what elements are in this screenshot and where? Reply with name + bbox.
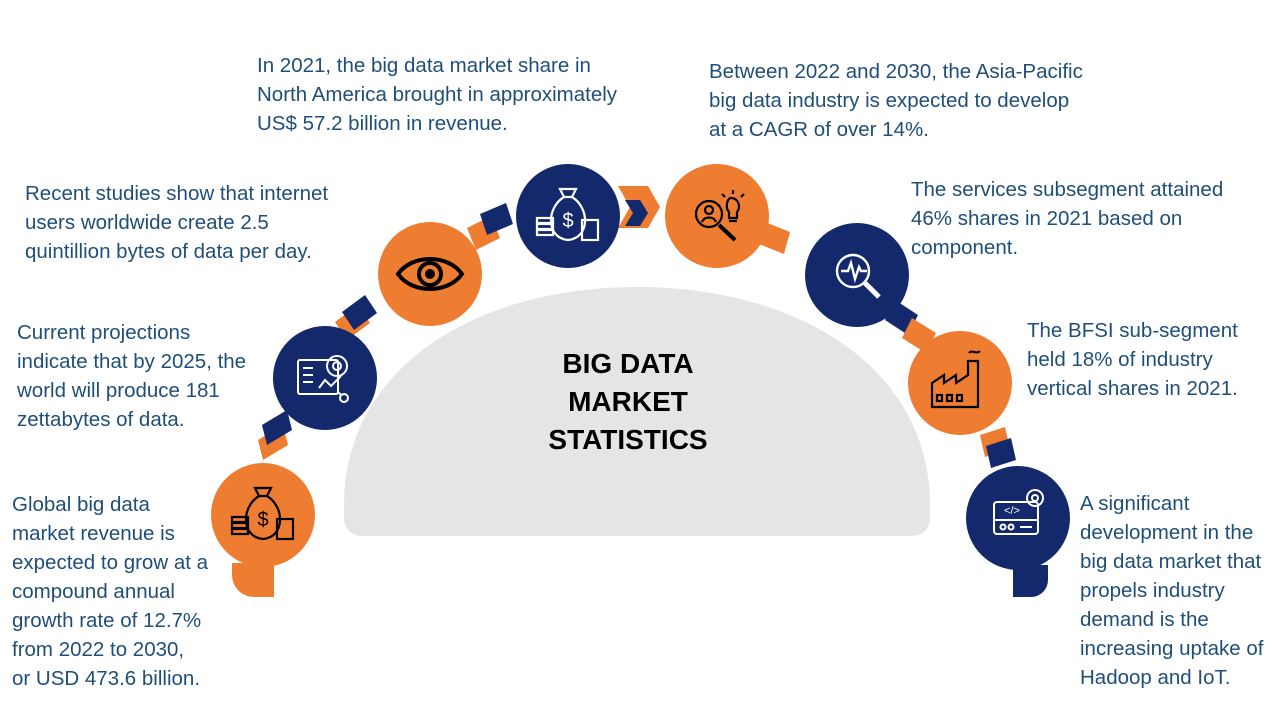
stat-text-revenue-growth: Global big data market revenue is expect…: [12, 490, 208, 693]
stat-line: at a CAGR of over 14%.: [709, 118, 929, 141]
left-end-cap: [232, 563, 274, 597]
node-circle-hadoop: [966, 466, 1070, 570]
stat-line: quintillion bytes of data per day.: [25, 240, 312, 263]
stat-line: big data market that: [1080, 550, 1262, 573]
stat-line: US$ 57.2 billion in revenue.: [257, 112, 508, 135]
stat-line: In 2021, the big data market share in: [257, 54, 591, 77]
chevron-8: [625, 200, 648, 226]
stat-text-hadoop: A significant development in the big dat…: [1080, 489, 1263, 692]
stat-line: The BFSI sub-segment: [1027, 319, 1238, 342]
stat-line: from 2022 to 2030,: [12, 638, 185, 661]
center-dome: [344, 287, 930, 536]
stat-line: Hadoop and IoT.: [1080, 666, 1231, 689]
center-title-line: BIG DATA: [562, 348, 694, 379]
connectors: [258, 186, 1016, 468]
right-end-cap: [1013, 565, 1048, 597]
chevron-13: [986, 438, 1016, 468]
magnifier-pulse-icon: [835, 253, 881, 299]
stat-line: 46% shares in 2021 based on: [911, 207, 1183, 230]
stat-line: compound annual: [12, 580, 175, 603]
node-circle-north-america: [516, 164, 620, 268]
eye-icon: [395, 257, 465, 291]
stat-line: development in the: [1080, 521, 1254, 544]
stat-text-services: The services subsegment attained 46% sha…: [911, 175, 1223, 262]
node-circle-asia-pacific: [665, 164, 769, 268]
stat-line: Recent studies show that internet: [25, 182, 329, 205]
money-bag-icon: $: [230, 486, 295, 541]
stat-line: demand is the: [1080, 608, 1209, 631]
center-title-line: MARKET: [568, 386, 688, 417]
stat-line: A significant: [1080, 492, 1190, 515]
coding-settings-icon: </>: [993, 489, 1044, 535]
money-bag-icon: $: [535, 187, 600, 242]
stat-line: North America brought in approximately: [257, 83, 618, 106]
stat-line: Current projections: [17, 321, 191, 344]
stat-line: big data industry is expected to develop: [709, 89, 1070, 112]
stat-text-quintillion: Recent studies show that internet users …: [25, 179, 328, 266]
node-circle-revenue-growth: [211, 463, 315, 567]
stat-line: expected to grow at a: [12, 551, 209, 574]
stat-line: held 18% of industry: [1027, 348, 1213, 371]
stat-line: indicate that by 2025, the: [17, 350, 247, 373]
stat-line: market revenue is: [12, 522, 175, 545]
stat-line: users worldwide create 2.5: [25, 211, 269, 234]
stat-text-bfsi: The BFSI sub-segment held 18% of industr…: [1027, 316, 1238, 403]
center-title-line: STATISTICS: [548, 424, 708, 455]
chevron-6: [480, 203, 513, 235]
stat-line: Between 2022 and 2030, the Asia-Pacific: [709, 60, 1083, 83]
stat-line: The services subsegment attained: [911, 178, 1224, 201]
stat-line: vertical shares in 2021.: [1027, 377, 1238, 400]
svg-text:$: $: [562, 210, 573, 232]
stat-line: zettabytes of data.: [17, 408, 185, 431]
stat-line: component.: [911, 236, 1019, 259]
stat-line: propels industry: [1080, 579, 1225, 602]
svg-text:</>: </>: [1004, 505, 1020, 517]
stat-line: or USD 473.6 billion.: [12, 667, 201, 690]
stat-line: growth rate of 12.7%: [12, 609, 202, 632]
center-title: BIG DATA MARKET STATISTICS: [478, 345, 778, 459]
svg-text:$: $: [257, 509, 268, 531]
chevron-2: [262, 410, 292, 445]
node-circle-zettabytes: [273, 326, 377, 430]
analytics-dashboard-icon: [297, 355, 349, 403]
node-circle-bfsi: [908, 331, 1012, 435]
stat-text-zettabytes: Current projections indicate that by 202…: [17, 318, 246, 434]
research-idea-icon: [694, 190, 745, 242]
factory-icon: [930, 350, 981, 409]
stat-text-asia-pacific: Between 2022 and 2030, the Asia-Pacific …: [709, 57, 1083, 144]
stat-text-north-america: In 2021, the big data market share in No…: [257, 51, 617, 138]
stat-line: Global big data: [12, 493, 150, 516]
stat-line: world will produce 181: [17, 379, 220, 402]
chevron-4: [342, 295, 377, 330]
stat-line: increasing uptake of: [1080, 637, 1264, 660]
